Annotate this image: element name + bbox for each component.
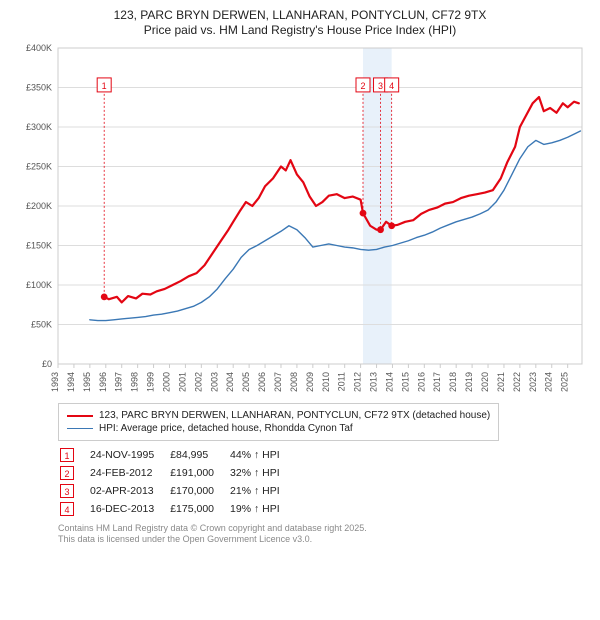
- x-axis-label: 1994: [66, 372, 76, 392]
- x-axis-label: 2015: [400, 372, 410, 392]
- sale-price: £191,000: [170, 465, 228, 481]
- sale-delta: 44% ↑ HPI: [230, 447, 294, 463]
- sale-date: 16-DEC-2013: [90, 501, 168, 517]
- footnote-line-1: Contains HM Land Registry data © Crown c…: [58, 523, 367, 533]
- x-axis-label: 2013: [369, 372, 379, 392]
- x-axis-label: 2021: [496, 372, 506, 392]
- title-line-1: 123, PARC BRYN DERWEN, LLANHARAN, PONTYC…: [114, 8, 487, 22]
- y-axis-label: £400K: [26, 43, 52, 53]
- chart-svg: £0 £50K £100K £150K £200K £250K £300K £350K £400…: [10, 42, 590, 392]
- legend-swatch: [67, 415, 93, 417]
- sale-price: £170,000: [170, 483, 228, 499]
- sale-index-box: 3: [60, 484, 74, 498]
- license-footnote: Contains HM Land Registry data © Crown c…: [58, 523, 590, 546]
- y-axis-label: £50K: [31, 320, 52, 330]
- x-axis-label: 1999: [146, 372, 156, 392]
- sale-index-box: 2: [60, 466, 74, 480]
- x-axis-label: 2019: [464, 372, 474, 392]
- x-axis-label: 2023: [528, 372, 538, 392]
- series-price_paid: [104, 97, 579, 302]
- x-axis-label: 2007: [273, 372, 283, 392]
- x-axis-label: 2025: [560, 372, 570, 392]
- x-axis-label: 2012: [353, 372, 363, 392]
- sale-marker-dot: [388, 222, 395, 229]
- x-axis-label: 2009: [305, 372, 315, 392]
- x-axis-label: 2001: [177, 372, 187, 392]
- legend-swatch: [67, 428, 93, 429]
- sale-marker-index: 4: [389, 81, 394, 91]
- table-row: 3 02-APR-2013£170,00021% ↑ HPI: [60, 483, 294, 499]
- series-hpi: [90, 131, 581, 321]
- x-axis-label: 2008: [289, 372, 299, 392]
- sale-marker-index: 1: [102, 81, 107, 91]
- x-axis-label: 1997: [114, 372, 124, 392]
- sale-delta: 32% ↑ HPI: [230, 465, 294, 481]
- x-axis-label: 1996: [98, 372, 108, 392]
- x-axis-label: 2002: [193, 372, 203, 392]
- x-axis-label: 1995: [82, 372, 92, 392]
- chart-title: 123, PARC BRYN DERWEN, LLANHARAN, PONTYC…: [10, 8, 590, 38]
- sales-table: 1 24-NOV-1995£84,99544% ↑ HPI 2 24-FEB-2012…: [58, 445, 296, 519]
- x-axis-label: 2006: [257, 372, 267, 392]
- y-axis-label: £0: [42, 359, 52, 369]
- table-row: 1 24-NOV-1995£84,99544% ↑ HPI: [60, 447, 294, 463]
- x-axis-label: 2016: [416, 372, 426, 392]
- sale-date: 02-APR-2013: [90, 483, 168, 499]
- table-row: 2 24-FEB-2012£191,00032% ↑ HPI: [60, 465, 294, 481]
- x-axis-label: 2017: [432, 372, 442, 392]
- x-axis-label: 2004: [225, 372, 235, 392]
- x-axis-label: 2011: [337, 372, 347, 391]
- legend-label: HPI: Average price, detached house, Rhon…: [99, 423, 353, 434]
- sale-marker-dot: [101, 293, 108, 300]
- sale-price: £84,995: [170, 447, 228, 463]
- sale-marker-index: 2: [360, 81, 365, 91]
- table-row: 4 16-DEC-2013£175,00019% ↑ HPI: [60, 501, 294, 517]
- y-axis-label: £350K: [26, 83, 52, 93]
- title-line-2: Price paid vs. HM Land Registry's House …: [144, 23, 456, 37]
- y-axis-label: £100K: [26, 280, 52, 290]
- sale-marker-dot: [377, 226, 384, 233]
- price-chart: £0 £50K £100K £150K £200K £250K £300K £350K £400…: [10, 42, 590, 397]
- sale-marker-dot: [360, 210, 367, 217]
- sale-date: 24-FEB-2012: [90, 465, 168, 481]
- footnote-line-2: This data is licensed under the Open Gov…: [58, 534, 312, 544]
- y-axis-label: £300K: [26, 122, 52, 132]
- x-axis-label: 1993: [50, 372, 60, 392]
- sale-price: £175,000: [170, 501, 228, 517]
- x-axis-label: 2018: [448, 372, 458, 392]
- y-axis-label: £150K: [26, 241, 52, 251]
- x-axis-label: 2005: [241, 372, 251, 392]
- x-axis-label: 2024: [544, 372, 554, 392]
- sale-date: 24-NOV-1995: [90, 447, 168, 463]
- legend-item: HPI: Average price, detached house, Rhon…: [67, 423, 490, 434]
- sale-index-box: 4: [60, 502, 74, 516]
- x-axis-label: 2014: [384, 372, 394, 392]
- x-axis-label: 1998: [130, 372, 140, 392]
- sale-delta: 19% ↑ HPI: [230, 501, 294, 517]
- sale-marker-index: 3: [378, 81, 383, 91]
- x-axis-label: 2010: [321, 372, 331, 392]
- legend-item: 123, PARC BRYN DERWEN, LLANHARAN, PONTYC…: [67, 410, 490, 421]
- x-axis-label: 2003: [209, 372, 219, 392]
- sale-index-box: 1: [60, 448, 74, 462]
- x-axis-label: 2020: [480, 372, 490, 392]
- y-axis-label: £250K: [26, 162, 52, 172]
- legend-label: 123, PARC BRYN DERWEN, LLANHARAN, PONTYC…: [99, 410, 490, 421]
- x-axis-label: 2000: [161, 372, 171, 392]
- chart-legend: 123, PARC BRYN DERWEN, LLANHARAN, PONTYC…: [58, 403, 499, 441]
- y-axis-label: £200K: [26, 201, 52, 211]
- sale-delta: 21% ↑ HPI: [230, 483, 294, 499]
- x-axis-label: 2022: [512, 372, 522, 392]
